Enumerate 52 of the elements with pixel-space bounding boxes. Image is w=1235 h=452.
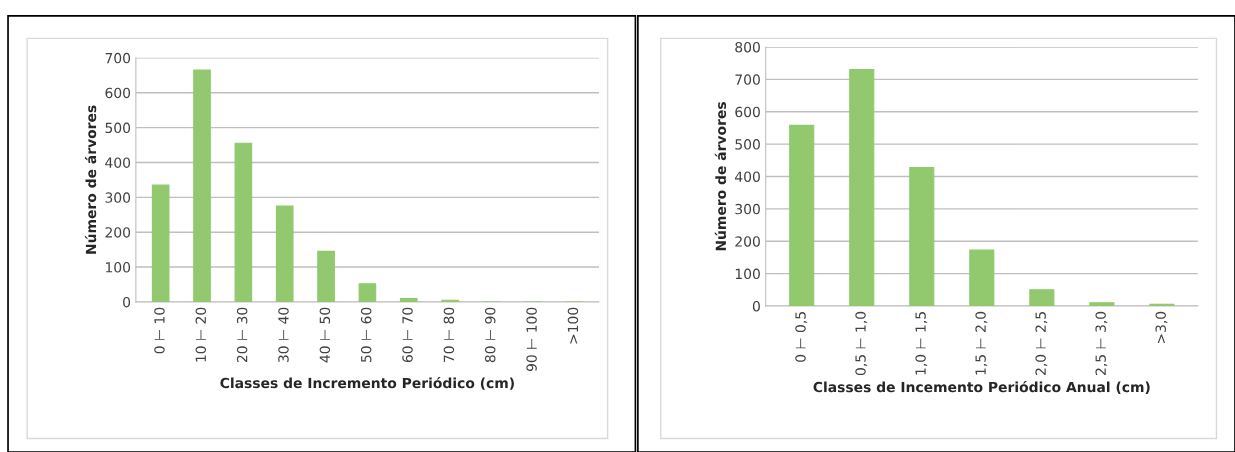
bar — [1029, 289, 1055, 306]
x-tick-label: 1,0 ⊢ 1,5 — [915, 312, 928, 375]
bar — [358, 283, 377, 302]
x-tick-label: 0 ⊢ 0,5 — [795, 312, 808, 362]
bar — [275, 205, 294, 302]
x-tick-label: 60 ⊢ 70 — [402, 307, 413, 363]
bar — [849, 69, 875, 306]
y-tick-label: 500 — [105, 122, 131, 134]
x-tick-label: 70 ⊢ 80 — [443, 307, 455, 362]
y-axis-title: Número de árvores — [84, 105, 97, 254]
y-tick-label: 200 — [105, 227, 131, 238]
x-tick-label: 50 ⊢ 60 — [360, 307, 372, 362]
bar — [193, 69, 211, 302]
x-tick-label: 90 ⊢ 100 — [526, 307, 537, 372]
bar — [399, 297, 418, 302]
y-axis-title: Número de árvores — [714, 102, 727, 251]
y-tick-label: 0 — [752, 300, 760, 312]
bar — [789, 124, 815, 306]
bar — [317, 250, 335, 302]
y-tick-label: 100 — [735, 268, 760, 280]
x-tick-label: 30 ⊢ 40 — [278, 307, 289, 363]
x-tick-label: 40 ⊢ 50 — [319, 307, 331, 363]
x-axis-title: Classes de Incemento Periódico Anual (cm) — [813, 380, 1150, 394]
y-tick-label: 700 — [735, 74, 760, 85]
x-tick-label: 1,5 ⊢ 2,0 — [975, 311, 988, 375]
bar — [1089, 302, 1115, 306]
x-tick-label: 20 ⊢ 30 — [236, 307, 248, 363]
y-tick-label: 700 — [105, 52, 131, 64]
y-tick-label: 0 — [123, 296, 131, 308]
y-tick-label: 600 — [105, 87, 131, 99]
y-tick-label: 600 — [735, 106, 760, 118]
x-tick-label: 10 ⊢ 20 — [195, 307, 207, 362]
bar — [969, 249, 995, 306]
y-tick-label: 400 — [105, 157, 131, 168]
x-tick-label: 2,5 ⊢ 3,0 — [1095, 311, 1108, 375]
y-tick-label: 400 — [735, 171, 760, 182]
x-tick-label: 80 ⊢ 90 — [484, 307, 496, 363]
x-axis-title: Classes de Incremento Periódico (cm) — [220, 376, 514, 390]
x-tick-label: 0 ⊢ 10 — [154, 307, 165, 354]
bar — [909, 166, 935, 306]
bar — [151, 184, 170, 302]
x-tick-label: >3,0 — [1155, 311, 1168, 344]
y-tick-label: 500 — [735, 139, 760, 150]
y-tick-label: 800 — [735, 41, 760, 53]
x-tick-label: >100 — [567, 307, 579, 344]
x-tick-label: 0,5 ⊢ 1,0 — [855, 311, 868, 376]
bar — [234, 142, 253, 302]
x-tick-label: 2,0 ⊢ 2,5 — [1035, 312, 1048, 375]
y-tick-label: 200 — [735, 236, 760, 247]
y-tick-label: 100 — [106, 262, 131, 273]
y-tick-label: 300 — [735, 203, 760, 215]
y-tick-label: 300 — [105, 192, 131, 203]
